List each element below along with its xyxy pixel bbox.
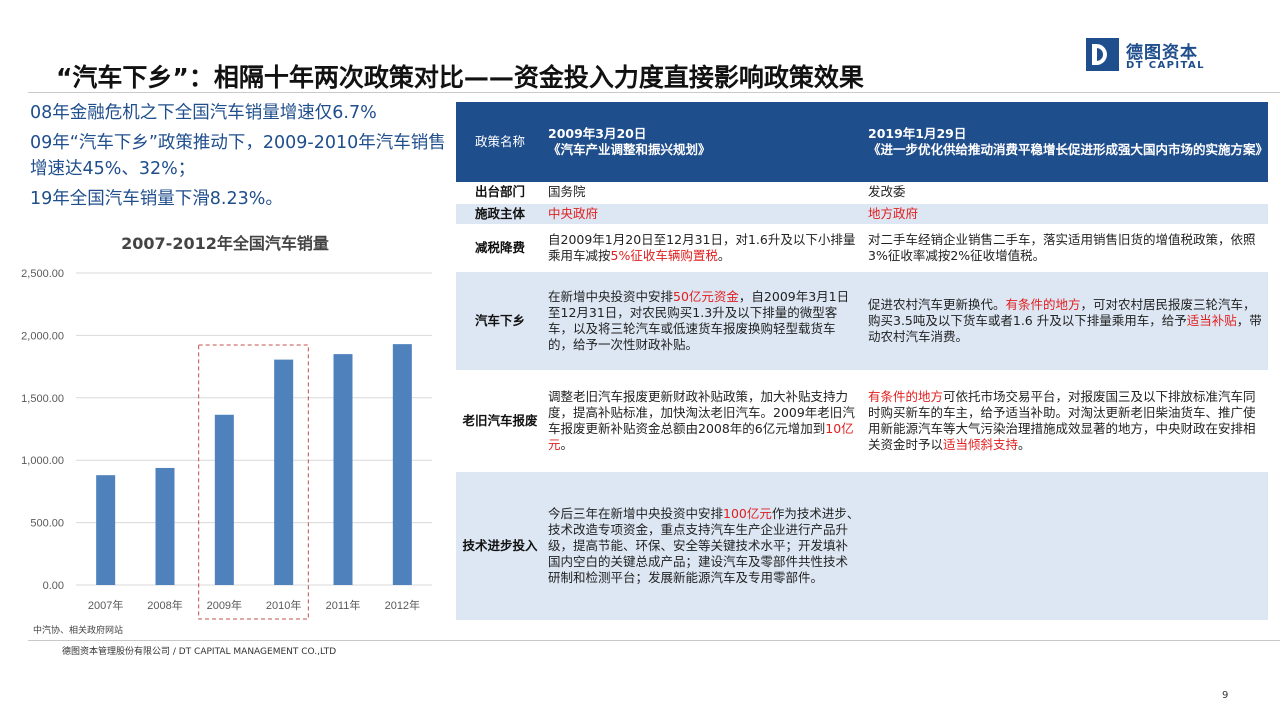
cell-text: 发改委 bbox=[868, 184, 906, 199]
cell-text: 。 bbox=[560, 437, 574, 452]
highlight-box bbox=[198, 344, 309, 620]
header-2009-name: 《汽车产业调整和振兴规划》 bbox=[548, 142, 711, 157]
cell-text: 调整老旧汽车报废更新财政补贴政策，加大补贴支持力度，提高补贴标准，加快淘汰老旧汽… bbox=[548, 389, 855, 436]
highlight-text: 适当倾斜支持 bbox=[943, 437, 1019, 452]
logo-text-cn: 德图资本 bbox=[1126, 43, 1198, 63]
header-policy-2019: 2019年1月29日 《进一步优化供给推动消费平稳增长促进形成强大国内市场的实施… bbox=[864, 102, 1268, 182]
header-policy-2009: 2009年3月20日 《汽车产业调整和振兴规划》 bbox=[544, 102, 864, 182]
page-title: “汽车下乡”：相隔十年两次政策对比——资金投入力度直接影响政策效果 bbox=[56, 63, 864, 92]
page-number: 9 bbox=[1222, 690, 1229, 701]
footer-divider bbox=[28, 640, 1280, 641]
cell-2019 bbox=[864, 471, 1268, 621]
y-tick-label: 2,000.00 bbox=[21, 330, 64, 342]
highlight-text: 中央政府 bbox=[548, 206, 599, 221]
y-tick-label: 1,000.00 bbox=[21, 455, 64, 467]
row-label: 技术进步投入 bbox=[456, 471, 544, 621]
cell-2019: 促进农村汽车更新换代。有条件的地方，可对农村居民报废三轮汽车，购买3.5吨及以下… bbox=[864, 271, 1268, 371]
bar bbox=[392, 344, 412, 585]
cell-2009: 调整老旧汽车报废更新财政补贴政策，加大补贴支持力度，提高补贴标准，加快淘汰老旧汽… bbox=[544, 371, 864, 471]
logo-text-en: DT CAPITAL bbox=[1126, 60, 1205, 71]
cell-2019: 对二手车经销企业销售二手车，落实适用销售旧货的增值税政策，依照 3%征收率减按2… bbox=[864, 225, 1268, 271]
highlight-text: 地方政府 bbox=[868, 206, 919, 221]
x-tick-label: 2008年 bbox=[147, 598, 182, 612]
highlight-text: 有条件的地方 bbox=[1005, 297, 1081, 312]
cell-text: 促进农村汽车更新换代。 bbox=[868, 297, 1006, 312]
y-tick-label: 500.00 bbox=[30, 518, 64, 530]
cell-text: ，带动农村汽车消费。 bbox=[868, 313, 1262, 344]
cell-2009: 自2009年1月20日至12月31日，对1.6升及以下小排量乘用车减按5%征收车… bbox=[544, 225, 864, 271]
row-label: 汽车下乡 bbox=[456, 271, 544, 371]
bullet-2: 09年“汽车下乡”政策推动下，2009-2010年汽车销售增速达45%、32%； bbox=[30, 133, 446, 179]
cell-2009: 今后三年在新增中央投资中安排100亿元作为技术进步、技术改造专项资金，重点支持汽… bbox=[544, 471, 864, 621]
summary-bullets: 08年金融危机之下全国汽车销量增速仅6.7% 09年“汽车下乡”政策推动下，20… bbox=[30, 100, 456, 216]
bar bbox=[155, 467, 175, 585]
table-header-row: 政策名称 2009年3月20日 《汽车产业调整和振兴规划》 2019年1月29日… bbox=[456, 102, 1268, 182]
cell-2019: 有条件的地方可依托市场交易平台，对报废国三及以下排放标准汽车同时购买新车的车主，… bbox=[864, 371, 1268, 471]
x-tick-label: 2010年 bbox=[266, 598, 301, 612]
bar bbox=[333, 354, 353, 585]
table-row: 技术进步投入 今后三年在新增中央投资中安排100亿元作为技术进步、技术改造专项资金… bbox=[456, 471, 1268, 621]
cell-2019: 地方政府 bbox=[864, 203, 1268, 225]
bullet-3: 19年全国汽车销量下滑8.23%。 bbox=[30, 189, 283, 209]
highlight-text: 10亿元 bbox=[548, 421, 854, 452]
table-row: 减税降费 自2009年1月20日至12月31日，对1.6升及以下小排量乘用车减按5… bbox=[456, 225, 1268, 271]
cell-text: 。 bbox=[1018, 437, 1031, 452]
cell-text: ，自2009年3月1日至12月31日，对农民购买1.3升及以下排量的微型客车，以… bbox=[548, 289, 850, 352]
bullet-1: 08年金融危机之下全国汽车销量增速仅6.7% bbox=[30, 103, 377, 123]
table-row: 汽车下乡 在新增中央投资中安排50亿元资金，自2009年3月1日至12月31日，对… bbox=[456, 271, 1268, 371]
cell-text: 作为技术进步、技术改造专项资金，重点支持汽车生产企业进行产品升级，提高节能、环保… bbox=[548, 506, 860, 585]
policy-comparison-table: 政策名称 2009年3月20日 《汽车产业调整和振兴规划》 2019年1月29日… bbox=[456, 102, 1268, 622]
x-tick-label: 2007年 bbox=[88, 598, 123, 612]
chart-title: 2007-2012年全国汽车销量 bbox=[121, 234, 329, 253]
sales-bar-chart: 0.00 500.00 1,000.00 1,500.00 2,000.00 2,500.… bbox=[21, 268, 432, 620]
bar bbox=[274, 359, 294, 585]
cell-text: ，可对农村居民报废三轮汽车，购买3.5吨及以下货车或者1.6 升及以下排量乘用车… bbox=[868, 297, 1256, 328]
header-2019-name: 《进一步优化供给推动消费平稳增长促进形成强大国内市场的实施方案》 bbox=[868, 142, 1269, 157]
highlight-text: 100亿元 bbox=[723, 506, 772, 521]
highlight-text: 有条件的地方 bbox=[868, 389, 944, 404]
highlight-text: 适当补贴 bbox=[1186, 313, 1237, 328]
header-2009-date: 2009年3月20日 bbox=[548, 126, 647, 141]
cell-text: 国务院 bbox=[548, 184, 586, 199]
table-row: 老旧汽车报废 调整老旧汽车报废更新财政补贴政策，加大补贴支持力度，提高补贴标准，加… bbox=[456, 371, 1268, 471]
x-tick-label: 2012年 bbox=[385, 598, 420, 612]
cell-2019: 发改委 bbox=[864, 182, 1268, 203]
cell-2009: 中央政府 bbox=[544, 203, 864, 225]
header-policy-name: 政策名称 bbox=[456, 102, 544, 182]
y-tick-label: 1,500.00 bbox=[21, 393, 64, 405]
y-tick-label: 2,500.00 bbox=[21, 268, 64, 280]
cell-text: 。 bbox=[717, 248, 731, 263]
x-tick-label: 2009年 bbox=[207, 598, 242, 612]
cell-text: 可依托市场交易平台，对报废国三及以下排放标准汽车同时购买新车的车主，给予适当补助… bbox=[868, 389, 1256, 452]
highlight-text: 5%征收车辆购置税 bbox=[610, 248, 718, 263]
title-divider bbox=[28, 92, 1280, 93]
cell-text: 自2009年1月20日至12月31日，对1.6升及以下小排量乘用车减按 bbox=[548, 232, 856, 263]
row-label: 出台部门 bbox=[474, 184, 525, 199]
row-label: 老旧汽车报废 bbox=[462, 413, 538, 428]
footer-company: 德图资本管理股份有限公司 / DT CAPITAL MANAGEMENT CO.… bbox=[62, 647, 337, 657]
company-logo: 德图资本 DT CAPITAL bbox=[1086, 38, 1236, 74]
cell-text: 对二手车经销企业销售二手车，落实适用销售旧货的增值税政策，依照 3%征收率减按2… bbox=[868, 232, 1256, 263]
cell-2009: 在新增中央投资中安排50亿元资金，自2009年3月1日至12月31日，对农民购买… bbox=[544, 271, 864, 371]
row-label: 施政主体 bbox=[456, 203, 544, 225]
bar bbox=[96, 475, 116, 585]
x-tick-label: 2011年 bbox=[326, 598, 361, 612]
cell-text: 在新增中央投资中安排 bbox=[548, 289, 674, 304]
source-note: 中汽协、相关政府网站 bbox=[33, 626, 124, 636]
highlight-text: 50亿元资金 bbox=[673, 289, 739, 304]
row-label: 减税降费 bbox=[474, 240, 525, 255]
y-tick-label: 0.00 bbox=[43, 580, 64, 592]
table-row: 施政主体 中央政府 地方政府 bbox=[456, 203, 1268, 225]
bar bbox=[214, 414, 234, 585]
cell-2009: 国务院 bbox=[544, 182, 864, 203]
dt-logo-icon bbox=[1086, 38, 1119, 71]
header-2019-date: 2019年1月29日 bbox=[868, 126, 967, 141]
table-row: 出台部门 国务院 发改委 bbox=[456, 182, 1268, 203]
cell-text: 今后三年在新增中央投资中安排 bbox=[548, 506, 724, 521]
